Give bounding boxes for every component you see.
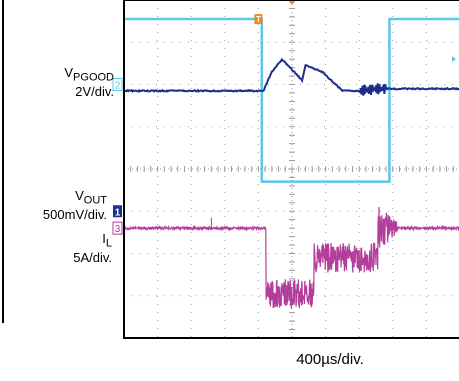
channel-markers: 2 3 1 T	[113, 0, 456, 235]
ch3-marker-number: 3	[115, 224, 121, 235]
il-scale: 5A/div.	[73, 250, 112, 265]
il-trace	[124, 207, 459, 308]
traces	[124, 19, 459, 308]
grid	[124, 0, 459, 338]
x-scale-caption: 400µs/div.	[260, 351, 400, 368]
vpgood-label: VPGOOD 2V/div.	[0, 66, 114, 99]
vout-name: VOUT	[75, 188, 107, 203]
il-name: IL	[102, 231, 112, 246]
ch1-marker-number: 1	[115, 207, 121, 218]
il-label: IL 5A/div.	[0, 232, 112, 265]
trigger-time-label: T	[256, 15, 261, 24]
vout-scale: 500mV/div.	[43, 207, 107, 222]
vpgood-scale: 2V/div.	[75, 84, 114, 99]
vout-label: VOUT 500mV/div.	[0, 189, 107, 222]
trigger-level-marker	[452, 56, 456, 62]
ch2-marker-number: 2	[115, 81, 121, 92]
vpgood-name: VPGOOD	[64, 65, 114, 80]
